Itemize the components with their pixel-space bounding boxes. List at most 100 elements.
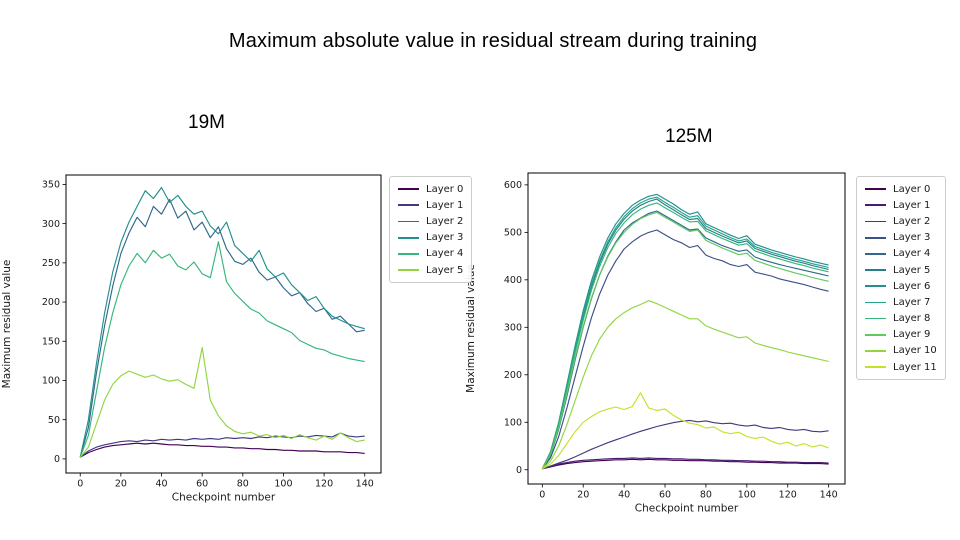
page-title: Maximum absolute value in residual strea…: [228, 30, 758, 52]
legend-line-swatch: [865, 333, 886, 336]
legend-label: Layer 4: [893, 248, 931, 260]
y-tick-label: 0: [54, 454, 60, 465]
x-tick-label: 0: [539, 490, 545, 501]
legend-line-swatch: [865, 220, 886, 223]
legend-entry-layer-2: Layer 2: [398, 213, 463, 229]
series-line-layer-8: [541, 202, 829, 470]
legend-entry-layer-4: Layer 4: [865, 246, 937, 262]
legend-entry-layer-5: Layer 5: [865, 262, 937, 278]
legend-label: Layer 2: [426, 215, 464, 227]
legend-entry-layer-3: Layer 3: [865, 230, 937, 246]
y-axis-label: Maximum residual value: [465, 264, 477, 393]
series-line-layer-10: [541, 300, 829, 470]
x-tick-label: 100: [738, 490, 756, 501]
series-line-layer-2: [79, 198, 365, 458]
chart-19m-plot: 0 20 40 60 80 100 120 140 0 50 100 150 200 250 300 350 C…: [1, 174, 382, 504]
legend-entry-layer-9: Layer 9: [865, 327, 937, 343]
legend-line-swatch: [398, 188, 419, 190]
x-tick-label: 120: [315, 479, 333, 490]
legend-line-swatch: [865, 366, 886, 369]
legend-entry-layer-5: Layer 5: [398, 262, 463, 278]
x-tick-label: 80: [700, 490, 712, 501]
series-line-layer-7: [541, 196, 829, 470]
legend-label: Layer 5: [426, 264, 464, 276]
series-line-layer-5: [541, 198, 829, 470]
legend-label: Layer 2: [893, 215, 931, 227]
x-axis-label: Checkpoint number: [172, 492, 276, 504]
legend-line-swatch: [865, 188, 886, 190]
legend-label: Layer 8: [893, 313, 931, 325]
chart-19m-legend: Layer 0 Layer 1 Layer 2 Layer 3 Layer 4 Layer…: [389, 176, 473, 284]
x-axis-label: Checkpoint number: [635, 503, 739, 515]
legend-label: Layer 1: [893, 199, 931, 211]
legend-entry-layer-11: Layer 11: [865, 359, 937, 375]
legend-label: Layer 11: [893, 361, 937, 373]
legend-label: Layer 1: [426, 199, 464, 211]
legend-entry-layer-0: Layer 0: [865, 181, 937, 197]
legend-line-swatch: [865, 317, 886, 320]
legend-line-swatch: [398, 269, 419, 271]
y-tick-label: 500: [504, 228, 522, 239]
y-tick-label: 250: [42, 258, 60, 269]
legend-entry-layer-3: Layer 3: [398, 230, 463, 246]
series-line-layer-9: [541, 211, 829, 470]
legend-line-swatch: [865, 269, 886, 271]
legend-line-swatch: [865, 301, 886, 304]
y-tick-label: 200: [42, 297, 60, 308]
legend-label: Layer 7: [893, 296, 931, 308]
x-tick-label: 40: [618, 490, 630, 501]
series-line-layer-0: [542, 458, 829, 470]
series-line-layer-3: [541, 229, 829, 470]
x-tick-label: 80: [237, 479, 249, 490]
series-line-layer-11: [542, 392, 829, 470]
x-tick-label: 100: [274, 479, 292, 490]
y-axis-label: Maximum residual value: [1, 260, 13, 389]
legend-entry-layer-6: Layer 6: [865, 278, 937, 294]
legend-line-swatch: [865, 252, 886, 255]
chart-19m-title: 19M: [188, 112, 225, 133]
legend-line-swatch: [865, 285, 886, 288]
x-tick-label: 120: [779, 490, 797, 501]
series-line-layer-6: [541, 193, 829, 470]
y-tick-label: 50: [48, 415, 60, 426]
series-line-layer-4: [79, 241, 365, 458]
x-tick-label: 40: [155, 479, 167, 490]
legend-entry-layer-1: Layer 1: [398, 197, 463, 213]
legend-line-swatch: [865, 236, 886, 239]
series-line-layer-2: [542, 419, 829, 470]
y-tick-label: 200: [504, 370, 522, 381]
y-tick-label: 300: [504, 323, 522, 334]
chart-125m-title: 125M: [665, 126, 713, 147]
plot-frame: [527, 172, 846, 485]
legend-label: Layer 4: [426, 248, 464, 260]
legend-entry-layer-2: Layer 2: [865, 213, 937, 229]
legend-line-swatch: [398, 252, 419, 255]
legend-line-swatch: [398, 204, 419, 207]
y-tick-label: 150: [42, 336, 60, 347]
legend-label: Layer 0: [426, 183, 464, 195]
chart-125m-legend: Layer 0 Layer 1 Layer 2 Layer 3 Layer 4 Layer…: [856, 176, 946, 381]
y-tick-label: 350: [42, 180, 60, 191]
y-tick-label: 100: [42, 376, 60, 387]
plot-frame: [65, 174, 382, 474]
legend-entry-layer-1: Layer 1: [865, 197, 937, 213]
series-line-layer-3: [79, 186, 365, 458]
legend-label: Layer 3: [426, 232, 464, 244]
legend-line-swatch: [865, 350, 886, 352]
y-tick-label: 400: [504, 275, 522, 286]
series-line-layer-5: [79, 346, 365, 458]
legend-label: Layer 0: [893, 183, 931, 195]
legend-label: Layer 9: [893, 329, 931, 341]
x-tick-label: 0: [77, 479, 83, 490]
legend-entry-layer-7: Layer 7: [865, 294, 937, 310]
y-tick-label: 600: [504, 180, 522, 191]
legend-entry-layer-4: Layer 4: [398, 246, 463, 262]
legend-label: Layer 3: [893, 232, 931, 244]
x-tick-label: 60: [196, 479, 208, 490]
legend-line-swatch: [865, 204, 886, 207]
series-line-layer-1: [542, 457, 829, 470]
legend-entry-layer-8: Layer 8: [865, 311, 937, 327]
series-line-layer-1: [79, 432, 365, 458]
x-tick-label: 60: [659, 490, 671, 501]
